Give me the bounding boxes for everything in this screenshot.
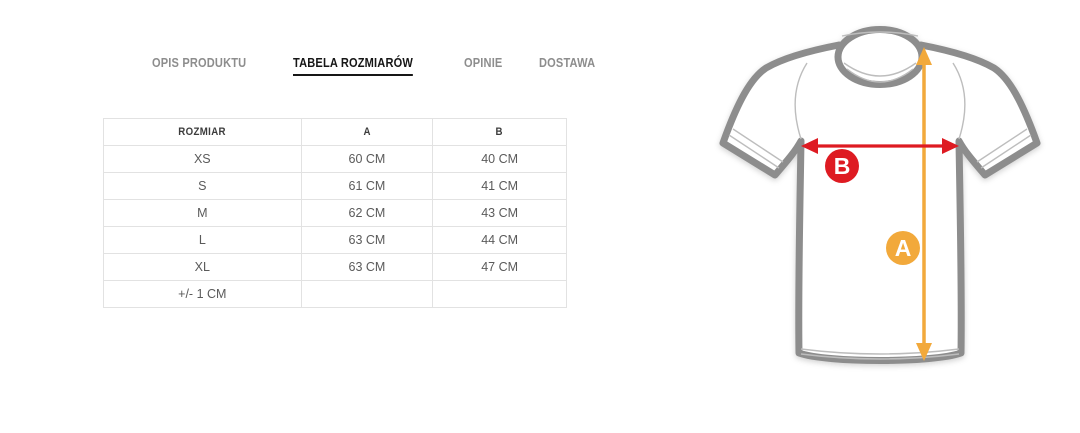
width-label: B — [834, 153, 851, 179]
table-row: +/- 1 CM — [103, 280, 567, 308]
header-rozmiar: ROZMIAR — [103, 118, 302, 146]
tshirt-outline — [719, 26, 1041, 364]
size-cell: XL — [103, 253, 302, 281]
length-arrow: A — [886, 47, 932, 361]
b-cell: 40 CM — [432, 145, 567, 173]
size-table: ROZMIAR A B XS 60 CM 40 CM S 61 CM 41 CM… — [103, 118, 567, 308]
a-cell — [300, 280, 434, 308]
tab-opinie[interactable]: OPINIE — [464, 55, 509, 70]
b-cell — [432, 280, 567, 308]
size-cell: M — [103, 199, 302, 227]
product-tabs: OPIS PRODUKTU TABELA ROZMIARÓW OPINIE DO… — [152, 55, 606, 76]
a-cell: 63 CM — [300, 253, 434, 281]
length-label: A — [895, 235, 912, 261]
width-label-badge — [825, 149, 859, 183]
a-cell: 61 CM — [300, 172, 434, 200]
length-label-badge — [886, 231, 920, 265]
tab-label: TABELA ROZMIARÓW — [292, 55, 413, 76]
size-cell: L — [103, 226, 302, 254]
tshirt-body — [719, 41, 1041, 364]
a-cell: 63 CM — [300, 226, 434, 254]
tshirt-measurement-diagram: A B — [719, 26, 1041, 364]
tab-dostawa[interactable]: DOSTAWA — [539, 55, 605, 70]
b-cell: 41 CM — [432, 172, 567, 200]
size-cell: S — [103, 172, 302, 200]
b-cell: 47 CM — [432, 253, 567, 281]
table-row: XS 60 CM 40 CM — [103, 145, 567, 173]
length-arrowhead-bottom — [916, 343, 932, 361]
length-arrowhead-top — [916, 47, 932, 65]
header-b: B — [432, 118, 567, 146]
width-arrow: B — [801, 138, 959, 183]
header-a: A — [300, 118, 434, 146]
table-row: L 63 CM 44 CM — [103, 226, 567, 254]
table-header-row: ROZMIAR A B — [103, 118, 567, 146]
tab-opis-produktu[interactable]: OPIS PRODUKTU — [152, 55, 263, 70]
width-arrowhead-right — [942, 138, 959, 154]
width-arrowhead-left — [801, 138, 818, 154]
b-cell: 43 CM — [432, 199, 567, 227]
tab-tabela-rozmiarow[interactable]: TABELA ROZMIARÓW — [292, 55, 434, 76]
a-cell: 62 CM — [300, 199, 434, 227]
table-row: M 62 CM 43 CM — [103, 199, 567, 227]
tab-label: OPINIE — [464, 55, 503, 70]
a-cell: 60 CM — [300, 145, 434, 173]
b-cell: 44 CM — [432, 226, 567, 254]
seam-lines — [728, 31, 1032, 360]
size-cell: +/- 1 CM — [103, 280, 302, 308]
tab-label: DOSTAWA — [539, 55, 596, 70]
tab-label: OPIS PRODUKTU — [152, 55, 247, 70]
table-row: XL 63 CM 47 CM — [103, 253, 567, 281]
size-cell: XS — [103, 145, 302, 173]
table-row: S 61 CM 41 CM — [103, 172, 567, 200]
